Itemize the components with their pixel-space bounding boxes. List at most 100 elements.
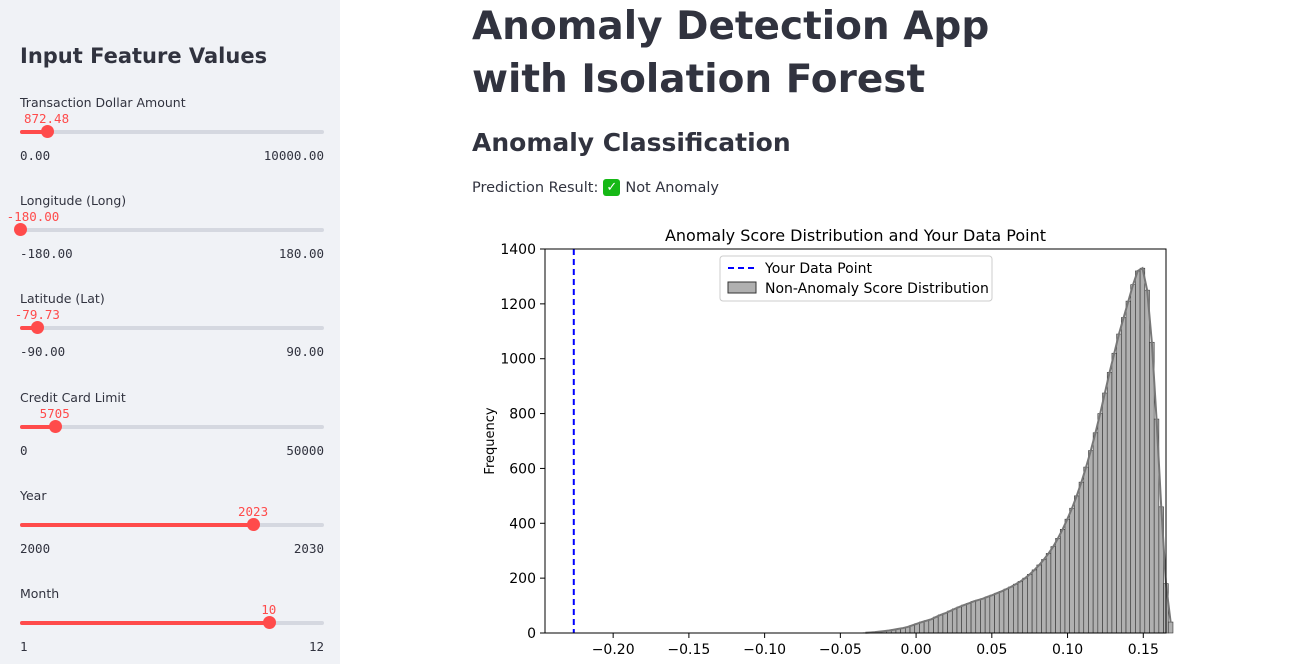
slider-thumb[interactable] <box>31 321 45 334</box>
histogram-bar <box>923 620 930 634</box>
histogram-bar <box>1008 586 1014 634</box>
slider-fill <box>20 425 55 429</box>
histogram-bar <box>942 612 948 634</box>
histogram-bar <box>1121 317 1127 634</box>
slider-thumb[interactable] <box>48 420 62 433</box>
check-mark-icon: ✓ <box>603 179 621 196</box>
slider-track[interactable]: -180.00 <box>7 209 324 236</box>
slider-track[interactable]: 10 <box>20 602 324 629</box>
slider-value: 872.48 <box>23 111 70 126</box>
x-tick-label: −0.15 <box>667 642 710 658</box>
y-tick-label: 1000 <box>500 352 536 368</box>
y-tick-label: 600 <box>509 461 536 477</box>
histogram-bar <box>1102 392 1108 634</box>
x-tick-label: 0.10 <box>1052 642 1083 658</box>
histogram-bar <box>961 604 967 634</box>
slider-thumb[interactable] <box>40 125 54 138</box>
slider-max: 2030 <box>293 541 324 556</box>
sidebar: Input Feature Values Transaction Dollar … <box>0 0 340 664</box>
histogram-bar <box>1130 284 1136 634</box>
slider-min: -180.00 <box>20 246 73 261</box>
slider-min: 0.00 <box>20 148 51 163</box>
slider-label: Month <box>20 586 60 601</box>
slider-thumb[interactable] <box>262 616 276 629</box>
histogram-bar <box>928 618 934 634</box>
slider-track[interactable]: 872.48 <box>20 111 324 138</box>
histogram-bar <box>1045 553 1052 634</box>
histogram-bar <box>1111 352 1117 634</box>
chart-title: Anomaly Score Distribution and Your Data… <box>665 226 1046 245</box>
y-tick-label: 1200 <box>500 297 536 313</box>
histogram-bar <box>1074 495 1080 634</box>
histogram-bar <box>1064 518 1070 634</box>
page-title: Anomaly Detection App with Isolation For… <box>472 4 990 102</box>
slider-max: 90.00 <box>286 344 324 359</box>
histogram-bar <box>970 601 977 634</box>
slider-track[interactable]: 5705 <box>20 406 324 433</box>
slider-fill <box>20 130 47 134</box>
sidebar-title: Input Feature Values <box>20 44 268 68</box>
slider-min: 0 <box>20 443 28 458</box>
slider-min: 1 <box>20 639 28 654</box>
slider-value: 10 <box>261 602 277 617</box>
slider-label: Transaction Dollar Amount <box>20 95 186 110</box>
slider-track[interactable]: 2023 <box>20 504 324 531</box>
histogram-bar <box>951 608 958 634</box>
y-tick-label: 1400 <box>500 242 536 258</box>
slider-min: 2000 <box>20 541 51 556</box>
x-tick-label: 0.15 <box>1128 642 1159 658</box>
histogram-bar <box>989 594 995 634</box>
slider-year[interactable]: Year 2023 2000 2030 <box>20 488 324 558</box>
slider-longitude-long[interactable]: Longitude (Long) -180.00 -180.00 180.00 <box>7 193 324 263</box>
x-tick-label: 0.00 <box>900 642 931 658</box>
histogram-bar <box>1022 577 1028 634</box>
histogram-bar <box>1088 450 1094 634</box>
slider-latitude-lat[interactable]: Latitude (Lat) -79.73 -90.00 90.00 <box>15 291 324 361</box>
histogram-bar <box>1027 574 1033 634</box>
histogram-bar <box>984 596 991 634</box>
histogram-bar <box>1139 267 1146 634</box>
legend-swatch-distribution <box>727 281 757 294</box>
y-tick-label: 800 <box>509 407 536 423</box>
histogram-bar <box>975 599 981 634</box>
slider-month[interactable]: Month 10 1 12 <box>20 586 324 656</box>
histogram-bar <box>1135 270 1141 634</box>
histogram-bar <box>1013 583 1019 634</box>
slider-max: 12 <box>308 639 324 654</box>
slider-thumb[interactable] <box>247 518 261 531</box>
prediction-label: Prediction Result: <box>472 179 599 196</box>
prediction-value: Not Anomaly <box>625 179 719 196</box>
histogram-bar <box>1031 569 1038 634</box>
histogram-bar <box>1003 588 1009 634</box>
histogram-bar <box>1144 289 1150 634</box>
slider-max: 10000.00 <box>263 148 324 163</box>
x-tick-label: −0.05 <box>819 642 862 658</box>
slider-value: 2023 <box>238 504 269 519</box>
slider-track[interactable]: -79.73 <box>15 307 324 334</box>
slider-fill <box>20 326 38 330</box>
histogram-bar <box>1078 481 1085 634</box>
prediction-result: Prediction Result: ✓ Not Anomaly <box>472 179 719 196</box>
legend-label-data-point: Your Data Point <box>764 261 872 277</box>
slider-transaction-dollar-amount[interactable]: Transaction Dollar Amount 872.48 0.00 10000… <box>20 95 324 165</box>
slider-fill <box>20 621 269 625</box>
histogram-bar <box>1055 538 1061 634</box>
histogram-bar <box>937 614 944 634</box>
slider-fill <box>20 523 254 527</box>
histogram-bar <box>1059 529 1066 634</box>
slider-credit-card-limit[interactable]: Credit Card Limit 5705 0 50000 <box>20 390 324 460</box>
slider-label: Credit Card Limit <box>20 390 126 405</box>
y-tick-label: 0 <box>527 626 536 642</box>
slider-max: 180.00 <box>278 246 324 261</box>
slider-thumb[interactable] <box>14 223 27 236</box>
histogram-bar <box>1069 507 1075 634</box>
legend-label-distribution: Non-Anomaly Score Distribution <box>765 281 989 297</box>
y-tick-label: 400 <box>509 516 536 532</box>
anomaly-score-chart: Anomaly Score Distribution and Your Data… <box>483 226 1174 658</box>
legend-box <box>719 255 993 302</box>
x-tick-label: −0.10 <box>743 642 786 658</box>
y-axis-label: Frequency <box>483 407 498 474</box>
histogram-bar <box>1092 432 1099 634</box>
slider-value: -79.73 <box>14 307 60 322</box>
histogram-bar <box>1050 546 1056 634</box>
